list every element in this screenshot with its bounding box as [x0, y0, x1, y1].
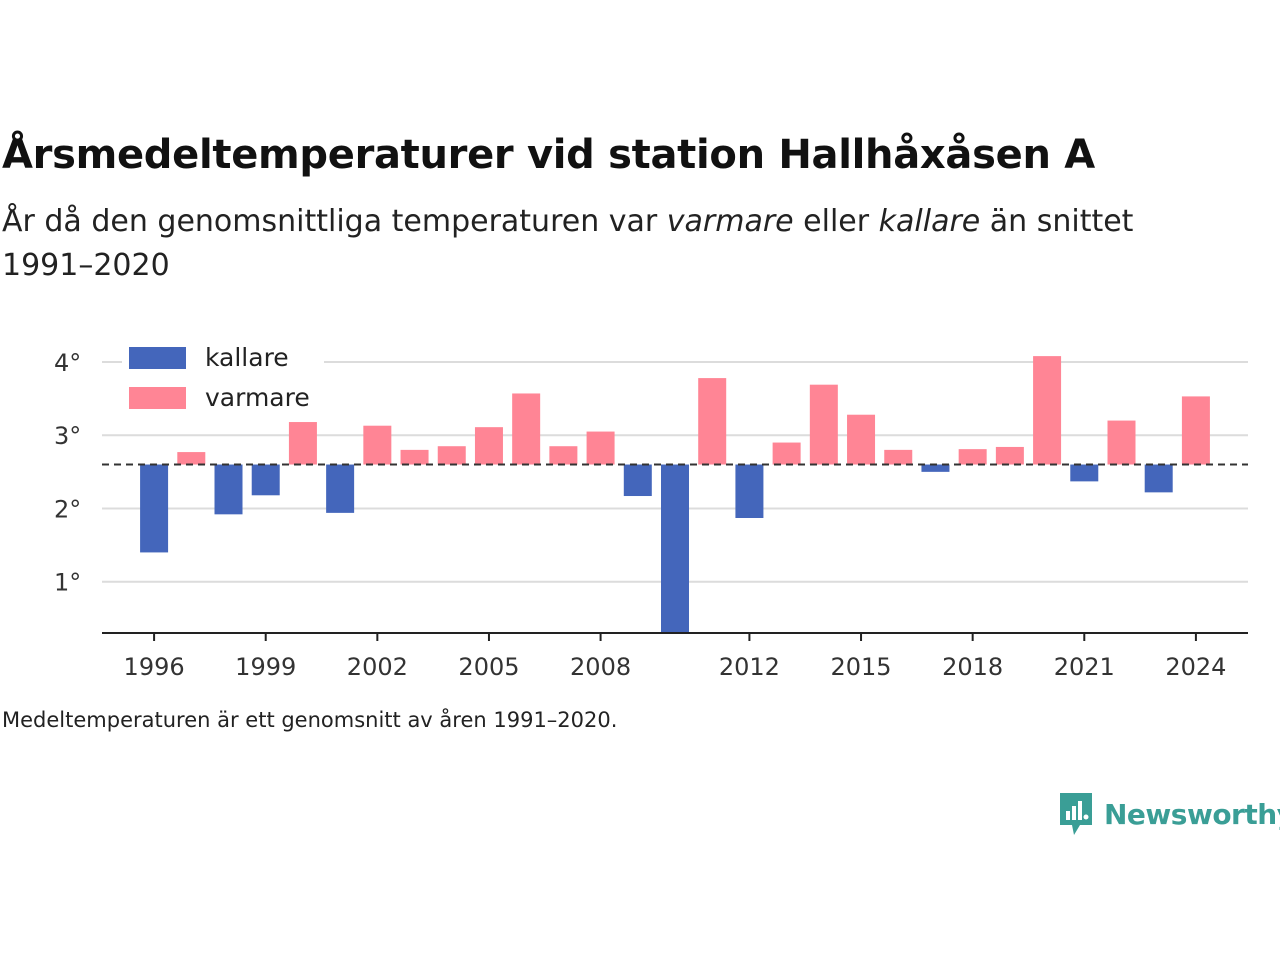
legend: kallare varmare [122, 340, 324, 420]
bar-2004 [437, 446, 466, 465]
bar-1999 [251, 464, 280, 496]
x-tick-label: 2012 [719, 653, 780, 681]
bar-2006 [512, 393, 541, 465]
newsworthy-logo-icon [1060, 793, 1092, 835]
legend-label-varmare: varmare [205, 383, 310, 412]
chart-title: Årsmedeltemperaturer vid station Hallhåx… [2, 132, 1095, 178]
y-tick-label: 2° [54, 495, 81, 523]
bar-1998 [214, 464, 243, 515]
bar-2020 [1033, 356, 1062, 465]
bar-2003 [400, 449, 429, 465]
bar-2014 [809, 384, 838, 465]
bar-2011 [698, 378, 727, 465]
brand-name: Newsworthy [1104, 797, 1280, 831]
bar-2024 [1181, 396, 1210, 465]
bar-2007 [549, 446, 578, 465]
y-axis-ticks: 1° 2° 3° 4° [54, 349, 81, 597]
subtitle-part2: eller [793, 204, 879, 239]
x-tick-label: 2018 [942, 653, 1003, 681]
footnote: Medeltemperaturen är ett genomsnitt av å… [2, 708, 618, 732]
legend-swatch-kallare [129, 347, 186, 369]
bar-2009 [623, 464, 652, 497]
legend-label-kallare: kallare [205, 343, 289, 372]
bar-2013 [772, 442, 801, 465]
temperature-bar-chart: 1° 2° 3° 4° 1996 1999 2002 2005 2008 2012 2015 201… [54, 340, 1248, 681]
x-tick-label: 1999 [235, 653, 296, 681]
bar-2000 [288, 422, 317, 465]
bar-2005 [474, 427, 503, 465]
bar-2012 [735, 464, 764, 518]
bar-2023 [1144, 464, 1173, 493]
y-tick-label: 1° [54, 569, 81, 597]
newsworthy-brand: Newsworthy [1058, 790, 1280, 838]
subtitle-part3: än snittet 1991–2020 [2, 204, 1134, 283]
x-axis-ticks: 1996 1999 2002 2005 2008 2012 2015 2018 2021 2024 [124, 633, 1226, 681]
bar-2015 [847, 414, 876, 465]
bar-2018 [958, 449, 987, 465]
x-tick-label: 2008 [570, 653, 631, 681]
bar-2016 [884, 449, 913, 465]
bars [140, 356, 1210, 633]
x-tick-label: 2015 [830, 653, 891, 681]
subtitle-warmer-word: varmare [666, 204, 794, 239]
subtitle-part1: År då den genomsnittliga temperaturen va… [2, 204, 667, 239]
bar-2017 [921, 464, 950, 472]
bar-2021 [1070, 464, 1099, 482]
y-tick-label: 3° [54, 422, 81, 450]
bar-2002 [363, 425, 392, 465]
x-tick-label: 2024 [1165, 653, 1226, 681]
x-tick-label: 2002 [347, 653, 408, 681]
x-tick-label: 2021 [1054, 653, 1115, 681]
legend-swatch-varmare [129, 387, 186, 409]
bar-2019 [995, 446, 1024, 465]
bar-2022 [1107, 420, 1136, 465]
bar-2001 [326, 464, 355, 513]
x-tick-label: 2005 [458, 653, 519, 681]
y-tick-label: 4° [54, 349, 81, 377]
subtitle-colder-word: kallare [878, 204, 981, 239]
bar-2010 [661, 464, 689, 633]
bar-2008 [586, 431, 615, 465]
bar-1996 [140, 464, 169, 553]
bar-1997 [177, 452, 206, 465]
x-tick-label: 1996 [124, 653, 185, 681]
chart-subtitle: År då den genomsnittliga temperaturen va… [2, 200, 1202, 288]
